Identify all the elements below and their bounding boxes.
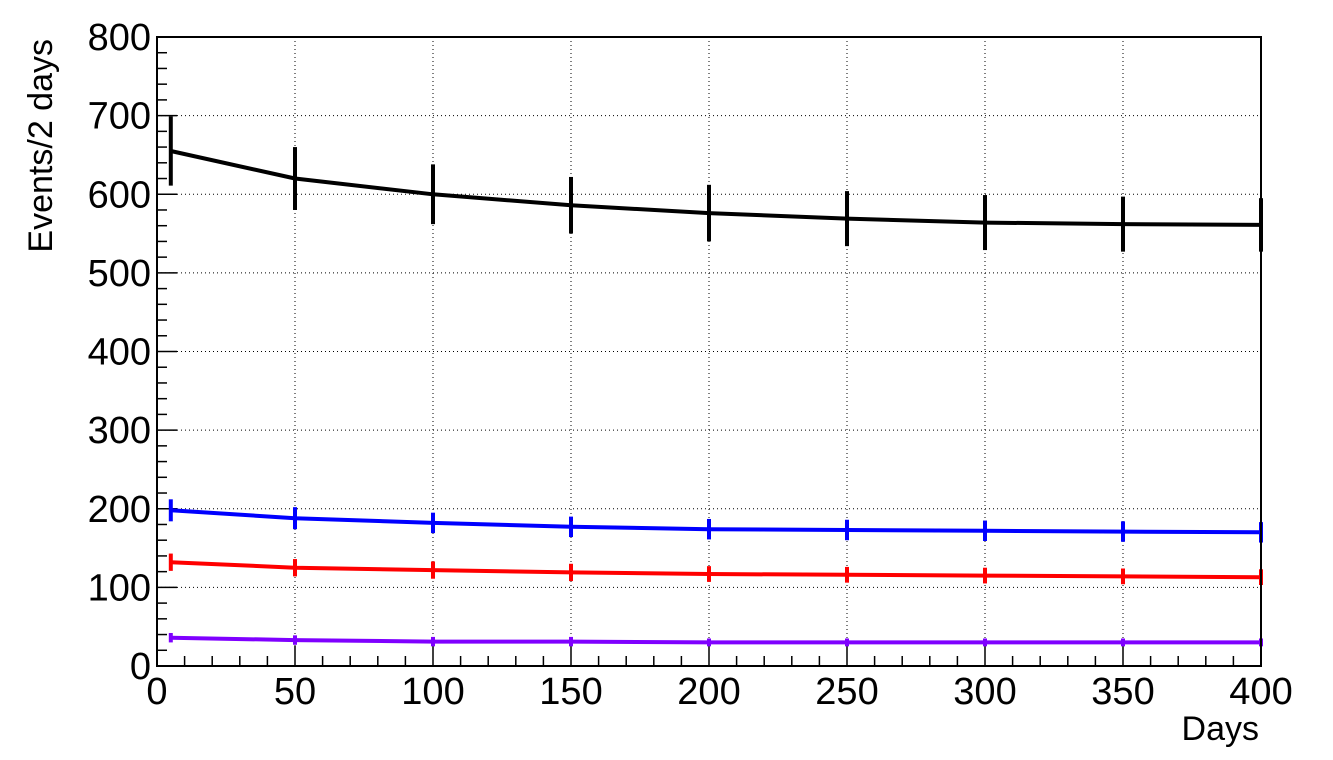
series-layer bbox=[168, 116, 1263, 647]
y-axis-title: Events/2 days bbox=[22, 39, 60, 253]
data-point bbox=[984, 530, 986, 532]
series-4 bbox=[168, 632, 1263, 647]
x-tick-label: 250 bbox=[815, 671, 878, 713]
data-point bbox=[1122, 575, 1124, 577]
plot-frame bbox=[156, 36, 1262, 667]
data-point bbox=[984, 575, 986, 577]
data-point bbox=[432, 193, 434, 195]
data-point bbox=[846, 529, 848, 531]
x-tick-label: 150 bbox=[539, 671, 602, 713]
data-point bbox=[984, 641, 986, 643]
y-tick-labels: 0 100 200 300 400 500 600 700 800 bbox=[88, 17, 151, 688]
data-point bbox=[294, 639, 296, 641]
data-point bbox=[432, 569, 434, 571]
data-point bbox=[432, 522, 434, 524]
data-point bbox=[846, 574, 848, 576]
x-tick-labels: 0 50 100 150 200 250 300 350 400 bbox=[146, 671, 1292, 713]
x-tick-label: 400 bbox=[1229, 671, 1292, 713]
y-tick-label: 100 bbox=[88, 567, 151, 609]
data-point bbox=[708, 641, 710, 643]
x-tick-label: 100 bbox=[401, 671, 464, 713]
y-tick-label: 700 bbox=[88, 96, 151, 138]
data-point bbox=[708, 528, 710, 530]
data-point bbox=[708, 573, 710, 575]
y-tick-label: 600 bbox=[88, 174, 151, 216]
series-line bbox=[170, 560, 1262, 580]
data-point bbox=[170, 637, 172, 639]
series-1 bbox=[168, 116, 1263, 252]
series-line bbox=[170, 149, 1262, 227]
x-tick-label: 50 bbox=[274, 671, 316, 713]
data-point bbox=[570, 571, 572, 573]
data-point bbox=[1122, 531, 1124, 533]
series-2 bbox=[168, 499, 1263, 543]
x-tick-label: 300 bbox=[953, 671, 1016, 713]
x-tick-label: 0 bbox=[146, 671, 167, 713]
data-point bbox=[570, 641, 572, 643]
data-point bbox=[170, 561, 172, 563]
x-tick-label: 350 bbox=[1091, 671, 1154, 713]
series-line bbox=[170, 635, 1261, 645]
data-point bbox=[170, 150, 172, 152]
y-tick-label: 0 bbox=[130, 646, 151, 688]
data-point bbox=[294, 567, 296, 569]
x-axis-title: Days bbox=[1182, 710, 1259, 748]
data-point bbox=[294, 178, 296, 180]
data-point bbox=[170, 509, 172, 511]
data-point bbox=[570, 204, 572, 206]
data-point bbox=[294, 517, 296, 519]
data-point bbox=[1122, 641, 1124, 643]
data-point bbox=[846, 641, 848, 643]
data-point bbox=[846, 218, 848, 220]
y-tick-label: 800 bbox=[88, 17, 151, 59]
y-tick-label: 400 bbox=[88, 332, 151, 374]
data-point bbox=[570, 526, 572, 528]
series-3 bbox=[168, 553, 1263, 586]
series-line bbox=[170, 508, 1262, 535]
y-tick-label: 500 bbox=[88, 253, 151, 295]
y-tick-label: 300 bbox=[88, 410, 151, 452]
data-point bbox=[984, 222, 986, 224]
data-point bbox=[432, 641, 434, 643]
x-tick-label: 200 bbox=[677, 671, 740, 713]
data-point bbox=[1122, 223, 1124, 225]
data-point bbox=[708, 212, 710, 214]
y-tick-label: 200 bbox=[88, 489, 151, 531]
